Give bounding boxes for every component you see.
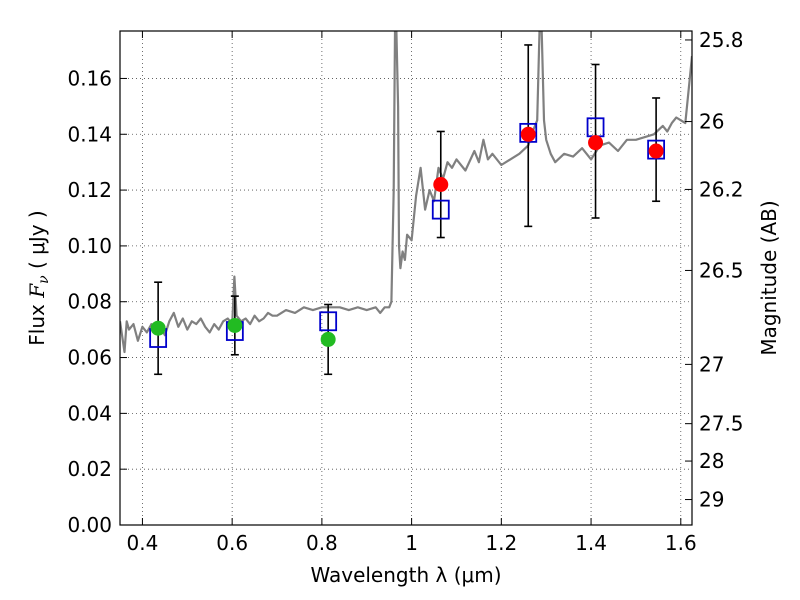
- y-tick-label: 0.12: [67, 178, 112, 202]
- marker-layer: [149, 117, 666, 348]
- y-tick-label: 0.14: [67, 122, 112, 146]
- x-tick-label: 0.4: [127, 531, 159, 555]
- x-tick-label: 1.6: [665, 531, 697, 555]
- plot-background: [120, 31, 692, 525]
- y-axis-title: Flux Fν ( μJy ): [25, 210, 52, 345]
- ticks: 0.4 0.6 0.8 1 1.2 1.4 1.6 0.00 0.02 0.04 0.06 0.08 0…: [67, 28, 743, 555]
- mag-tick-label: 27.5: [699, 412, 744, 436]
- y-tick-label: 0.10: [67, 234, 112, 258]
- y-tick-label: 0.16: [67, 66, 112, 90]
- data-point-marker: [588, 135, 604, 151]
- y-tick-label: 0.06: [67, 346, 112, 370]
- y-axis-label: Flux: [25, 304, 49, 346]
- x-tick-label: 1.4: [575, 531, 607, 555]
- x-tick-label: 1: [405, 531, 418, 555]
- x-tick-label: 0.8: [306, 531, 338, 555]
- data-point-marker: [150, 320, 166, 336]
- mag-tick-label: 26: [699, 110, 724, 134]
- data-point-marker: [520, 126, 536, 142]
- spectrum-layer: [120, 31, 692, 354]
- data-point-marker: [320, 331, 336, 347]
- y-tick-label: 0.02: [67, 457, 112, 481]
- plot-frame: [119, 30, 693, 526]
- x-axis-symbol: λ (μm): [436, 563, 502, 587]
- x-axis-title: Wavelength λ (μm): [310, 563, 501, 587]
- mag-tick-label: 28: [699, 449, 724, 473]
- y-tick-label: 0.00: [67, 513, 112, 537]
- y-tick-label: 0.04: [67, 401, 112, 425]
- y-tick-label: 0.08: [67, 290, 112, 314]
- mag-tick-label: 27: [699, 352, 724, 376]
- x-tick-label: 0.6: [216, 531, 248, 555]
- x-tick-label: 1.2: [485, 531, 517, 555]
- y-axis-symbol: F: [25, 283, 49, 299]
- mag-tick-label: 26.5: [699, 258, 744, 282]
- mag-tick-label: 25.8: [699, 28, 744, 52]
- mag-tick-label: 29: [699, 488, 724, 512]
- y-axis-symbol-subscript: ν: [36, 275, 52, 284]
- y2-axis-title: Magnitude (AB): [757, 200, 781, 355]
- model-square-marker: [431, 199, 450, 220]
- y-axis-unit: ( μJy ): [25, 210, 49, 269]
- model-square-marker: [319, 311, 338, 332]
- model-square-marker: [647, 139, 666, 160]
- x-axis-label: Wavelength: [310, 563, 429, 587]
- data-point-marker: [227, 317, 243, 333]
- data-point-marker: [433, 177, 449, 193]
- mag-tick-label: 26.2: [699, 177, 744, 201]
- spectrum-line: [120, 31, 692, 354]
- data-point-marker: [648, 143, 664, 159]
- model-square-marker: [519, 122, 538, 143]
